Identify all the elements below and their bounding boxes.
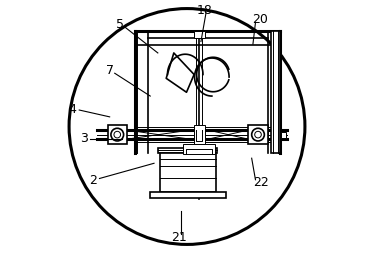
Text: 18: 18	[197, 4, 213, 17]
Bar	[158, 149, 217, 153]
Bar	[194, 32, 205, 39]
Text: 4: 4	[68, 103, 76, 116]
Bar	[271, 32, 280, 153]
Text: 22: 22	[253, 175, 269, 188]
Bar	[248, 125, 268, 145]
Text: 3: 3	[80, 132, 88, 145]
Bar	[194, 125, 205, 145]
Text: 21: 21	[172, 230, 187, 243]
Text: 5: 5	[116, 18, 124, 31]
Text: 7: 7	[105, 64, 114, 77]
Text: 20: 20	[252, 13, 269, 26]
Text: 2: 2	[89, 173, 97, 186]
Bar	[108, 125, 127, 145]
Bar	[281, 132, 286, 138]
Bar	[184, 145, 215, 155]
Bar	[160, 153, 216, 193]
Bar	[150, 193, 226, 198]
